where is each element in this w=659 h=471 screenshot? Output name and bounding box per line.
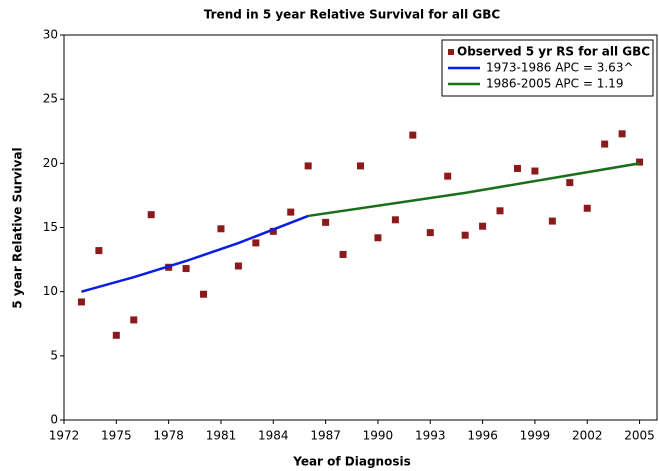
data-point xyxy=(147,211,155,219)
x-tick-label: 1999 xyxy=(520,429,551,443)
x-tick-label: 1981 xyxy=(206,429,237,443)
data-point xyxy=(531,167,539,175)
data-point xyxy=(479,222,487,230)
x-tick-label: 1993 xyxy=(415,429,446,443)
data-point xyxy=(95,247,103,255)
data-point xyxy=(601,140,609,148)
legend-label: 1986-2005 APC = 1.19 xyxy=(486,77,623,91)
x-tick-label: 2005 xyxy=(624,429,655,443)
y-axis-label: 5 year Relative Survival xyxy=(11,147,25,308)
data-point xyxy=(461,231,469,239)
data-point xyxy=(566,179,574,187)
data-point xyxy=(217,225,225,233)
x-tick-label: 1996 xyxy=(467,429,498,443)
data-point xyxy=(234,262,242,270)
data-point xyxy=(269,227,277,235)
x-tick-label: 1990 xyxy=(363,429,394,443)
data-point xyxy=(513,164,521,172)
fit-line xyxy=(81,214,309,293)
data-point xyxy=(444,172,452,180)
data-point xyxy=(322,218,330,226)
data-point xyxy=(548,217,556,225)
x-tick-label: 1978 xyxy=(153,429,184,443)
data-point xyxy=(391,216,399,224)
data-point xyxy=(426,229,434,237)
y-tick-label: 15 xyxy=(43,220,58,234)
data-point xyxy=(409,131,417,139)
x-axis-label: Year of Diagnosis xyxy=(292,455,411,469)
data-point xyxy=(77,298,85,306)
legend-marker xyxy=(448,49,454,55)
data-point xyxy=(200,290,208,298)
data-point xyxy=(618,130,626,138)
y-tick-label: 30 xyxy=(43,28,58,42)
y-tick-label: 20 xyxy=(43,156,58,170)
data-point xyxy=(636,158,644,166)
data-point xyxy=(496,207,504,215)
x-tick-label: 1984 xyxy=(258,429,289,443)
x-tick-label: 2002 xyxy=(572,429,603,443)
data-point xyxy=(252,239,260,247)
y-tick-label: 0 xyxy=(50,413,58,427)
data-point xyxy=(374,234,382,242)
data-point xyxy=(357,162,364,170)
legend-label: Observed 5 yr RS for all GBC xyxy=(457,45,650,59)
x-tick-label: 1972 xyxy=(49,429,80,443)
data-point xyxy=(339,250,347,258)
data-point xyxy=(304,162,312,170)
y-tick-label: 5 xyxy=(50,348,58,362)
y-tick-label: 25 xyxy=(43,92,58,106)
chart-title: Trend in 5 year Relative Survival for al… xyxy=(204,8,501,22)
legend-label: 1973-1986 APC = 3.63^ xyxy=(486,61,634,75)
data-point xyxy=(182,265,190,273)
x-tick-label: 1987 xyxy=(310,429,341,443)
data-point xyxy=(112,331,120,339)
data-point xyxy=(130,316,138,324)
data-point xyxy=(287,208,295,216)
data-point xyxy=(583,204,591,212)
x-tick-label: 1975 xyxy=(101,429,132,443)
y-tick-label: 10 xyxy=(43,284,58,298)
fit-line xyxy=(307,162,640,218)
